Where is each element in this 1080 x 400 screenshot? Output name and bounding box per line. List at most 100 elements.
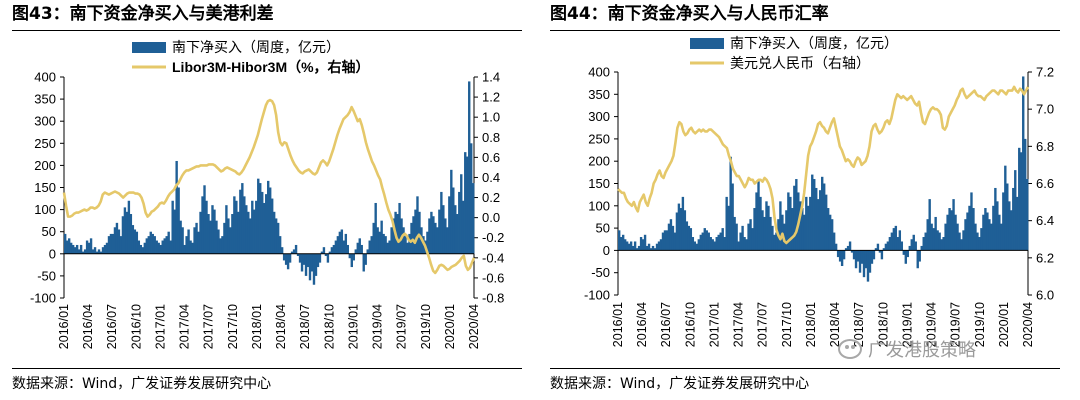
fig1-bar	[366, 249, 369, 254]
fig1-bar	[163, 238, 166, 254]
fig2-bar	[888, 237, 892, 251]
fig1-bar	[241, 183, 244, 254]
fig1-x-tick-label: 2019/04	[371, 304, 385, 349]
fig2-right-tick-label: 7.0	[1036, 102, 1054, 117]
fig1-left-tick-label: 50	[42, 224, 56, 239]
fig1-bar	[300, 253, 304, 272]
fig2-bar	[789, 196, 792, 251]
fig1-right-tick-label: 0.8	[482, 130, 500, 145]
fig1-bar	[308, 253, 312, 281]
fig1-bar	[434, 222, 437, 254]
fig2-bar	[832, 232, 836, 251]
fig1-bar	[77, 249, 81, 254]
fig1-bar	[261, 191, 264, 254]
fig1-bar	[233, 196, 236, 254]
fig2-bar	[872, 250, 876, 260]
fig1-bar	[117, 229, 121, 254]
fig2-bar	[844, 248, 848, 251]
fig2-bar	[874, 248, 878, 251]
fig1-bar	[199, 211, 202, 254]
fig2-bar	[1006, 183, 1009, 251]
fig2-bar	[661, 232, 665, 251]
fig2-bar	[651, 245, 655, 251]
fig1-bar	[173, 209, 176, 254]
fig1-bar	[123, 207, 127, 254]
fig1-x-tick-label: 2019/10	[419, 304, 433, 349]
fig2-bar	[761, 210, 764, 251]
fig2-bar	[960, 239, 963, 251]
fig2-bar	[625, 241, 629, 251]
fig1-bar	[247, 211, 250, 254]
fig2-bar	[727, 205, 730, 251]
fig2-bar	[986, 212, 989, 251]
fig1-x-tick-label: 2020/01	[443, 304, 457, 349]
fig1-left-tick-label: 200	[34, 158, 56, 173]
fig1-bar	[97, 249, 101, 254]
fig1-x-tick-label: 2018/04	[274, 304, 288, 349]
fig1-bar	[274, 218, 278, 254]
fig1-left-tick-label: 250	[34, 136, 56, 151]
fig2-bar	[627, 243, 631, 251]
fig2-legend-bar-swatch	[690, 38, 724, 49]
fig1-bar	[360, 244, 363, 254]
fig2-bar	[791, 208, 794, 251]
fig1-bar	[464, 152, 467, 254]
fig1-bar	[442, 205, 445, 254]
fig2-bar	[721, 228, 724, 251]
fig1-x-tick-label: 2016/10	[129, 304, 143, 349]
fig1-bar	[358, 238, 361, 254]
fig1-bar	[354, 249, 357, 254]
fig1-bar	[292, 249, 296, 254]
fig1-x-tick-label: 2018/10	[322, 304, 336, 349]
fig1-left-tick-label: -100	[30, 291, 56, 306]
figure-43-chart: 400 350 300 250 200 150 100 50 0 -50 -100 1.4 1.2 1.0…	[30, 39, 504, 349]
fig1-x-tick-label: 2016/01	[57, 304, 71, 349]
fig2-bar	[673, 232, 677, 251]
fig2-bar	[747, 223, 750, 251]
figure-43-source: 数据来源：Wind，广发证券发展研究中心	[12, 376, 272, 392]
fig2-x-tick-label: 2019/01	[900, 302, 914, 347]
fig2-bar	[665, 230, 669, 251]
fig2-line-series	[617, 85, 1030, 245]
fig2-bar	[1014, 170, 1017, 251]
fig2-bar	[681, 196, 685, 251]
fig1-bar	[398, 202, 401, 254]
fig1-x-tick-label: 2016/07	[105, 304, 119, 349]
fig2-bar	[639, 237, 643, 251]
fig1-bar	[290, 251, 294, 254]
fig1-left-tick-label: -50	[37, 268, 56, 283]
fig1-bar	[288, 253, 292, 263]
fig2-right-tick-label: 6.6	[1036, 176, 1054, 191]
fig2-bar	[1008, 201, 1011, 251]
fig1-bar	[388, 240, 391, 254]
fig1-bar	[269, 187, 272, 254]
fig2-left-tick-label: 300	[588, 109, 610, 124]
fig2-bar	[992, 205, 995, 251]
fig2-bar	[695, 243, 699, 251]
fig1-bar	[257, 178, 260, 254]
fig2-bar	[619, 237, 623, 251]
fig2-bar	[898, 230, 902, 251]
fig1-bar	[111, 233, 115, 254]
fig2-right-tick-label: 6.0	[1036, 288, 1054, 303]
fig1-bar	[167, 231, 170, 254]
fig1-bar	[95, 251, 99, 254]
fig1-bar	[284, 253, 288, 265]
fig1-right-tick-label: -0.6	[482, 270, 504, 285]
fig1-right-tick-label: -0.2	[482, 230, 504, 245]
fig1-bar	[159, 244, 162, 254]
fig1-bar	[227, 218, 230, 254]
fig1-bar	[211, 205, 214, 254]
fig1-bar	[81, 251, 85, 254]
fig1-bar	[175, 160, 178, 254]
fig1-bar	[103, 244, 107, 254]
fig2-bar	[882, 248, 886, 251]
watermark-text: 广发港股策略	[868, 340, 976, 361]
fig2-bar	[769, 216, 772, 251]
fig1-bar	[99, 251, 103, 254]
fig2-bar	[902, 250, 905, 255]
fig2-bar	[950, 210, 953, 251]
fig2-bar	[886, 241, 890, 251]
fig1-bar	[346, 244, 350, 254]
fig1-left-tick-label: 400	[34, 70, 56, 85]
